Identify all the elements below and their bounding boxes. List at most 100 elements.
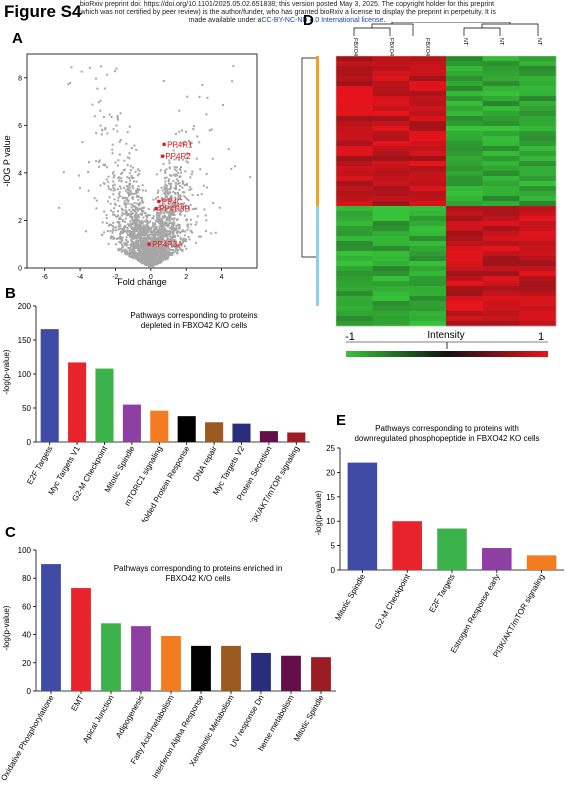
volcano-point: [147, 246, 150, 249]
volcano-point: [175, 209, 178, 212]
volcano-point: [166, 211, 169, 214]
volcano-point: [164, 233, 167, 236]
heatmap-cell: [446, 131, 483, 137]
volcano-point: [138, 251, 141, 254]
volcano-point: [135, 244, 138, 247]
volcano-point: [181, 129, 184, 132]
volcano-point: [181, 180, 184, 183]
heatmap-cell: [482, 56, 520, 62]
volcano-point: [145, 245, 148, 248]
heatmap-cell: [409, 271, 447, 277]
volcano-point: [135, 148, 138, 151]
volcano-point: [155, 226, 158, 229]
volcano-point: [178, 227, 181, 230]
volcano-point: [186, 184, 189, 187]
heatmap-cell: [409, 71, 447, 77]
heatmap-cell: [519, 171, 557, 177]
heatmap-cell: [336, 81, 373, 87]
heatmap-cell: [372, 296, 410, 302]
volcano-point: [136, 209, 139, 212]
x-tick-label: 2: [184, 274, 188, 281]
volcano-point: [185, 130, 188, 133]
volcano-point: [140, 196, 143, 199]
volcano-point: [157, 234, 160, 237]
heatmap-cell: [482, 321, 520, 327]
volcano-point: [146, 214, 149, 217]
volcano-point: [138, 188, 141, 191]
highlight-label: PP4R3B: [159, 205, 190, 214]
bar: [251, 652, 271, 691]
heatmap-cell: [336, 221, 373, 227]
volcano-point: [130, 245, 133, 248]
heatmap-cell: [482, 136, 520, 142]
volcano-point: [132, 257, 135, 260]
volcano-point: [151, 234, 154, 237]
volcano-point: [155, 231, 158, 234]
volcano-point: [146, 255, 149, 258]
volcano-point: [144, 232, 147, 235]
volcano-point: [138, 204, 141, 207]
volcano-point: [161, 198, 164, 201]
volcano-point: [125, 142, 128, 145]
volcano-point: [107, 175, 110, 178]
volcano-point: [175, 231, 178, 234]
volcano-point: [173, 243, 176, 246]
highlight-label: PP4C: [162, 197, 183, 206]
volcano-point: [135, 251, 138, 254]
volcano-point: [186, 157, 189, 160]
volcano-point: [137, 254, 140, 257]
volcano-point: [96, 87, 99, 90]
volcano-point: [132, 237, 135, 240]
volcano-point: [154, 250, 157, 253]
volcano-point: [163, 203, 166, 206]
heatmap-cell: [336, 196, 373, 202]
volcano-point: [227, 148, 230, 151]
volcano-point: [152, 198, 155, 201]
volcano-point: [172, 235, 175, 238]
volcano-point: [116, 115, 119, 118]
volcano-point: [129, 215, 132, 218]
heatmap-cell: [409, 226, 447, 232]
heatmap-cell: [372, 231, 410, 237]
volcano-point: [138, 234, 141, 237]
volcano-point: [133, 201, 136, 204]
volcano-point: [156, 229, 159, 232]
heatmap-cell: [482, 146, 520, 152]
heatmap-cell: [336, 316, 373, 322]
volcano-point: [170, 211, 173, 214]
volcano-point: [189, 204, 192, 207]
volcano-point: [100, 133, 103, 136]
category-label: Oxidative Phosphorylatione: [0, 693, 56, 782]
volcano-point: [139, 238, 142, 241]
heatmap-cell: [482, 176, 520, 182]
volcano-point: [153, 223, 156, 226]
heatmap-cell: [336, 306, 373, 312]
volcano-point: [158, 216, 161, 219]
y-tick-label: 15: [326, 493, 335, 502]
volcano-point: [140, 227, 143, 230]
volcano-point: [192, 128, 195, 131]
volcano-point: [135, 195, 138, 198]
volcano-point: [176, 249, 179, 252]
volcano-point: [175, 166, 178, 169]
heatmap-cell: [446, 161, 483, 167]
volcano-point: [167, 250, 170, 253]
heatmap-cell: [372, 161, 410, 167]
volcano-point: [159, 208, 162, 211]
heatmap-cell: [482, 226, 520, 232]
volcano-point: [128, 184, 131, 187]
volcano-point: [124, 189, 127, 192]
heatmap-cell: [482, 286, 520, 292]
volcano-point: [198, 95, 201, 98]
volcano-point: [112, 221, 115, 224]
volcano-point: [169, 227, 172, 230]
volcano-point: [156, 249, 159, 252]
volcano-point: [129, 220, 132, 223]
heatmap-cell: [446, 301, 483, 307]
volcano-point: [135, 218, 138, 221]
license-link[interactable]: CC-BY-NC-ND 4.0 International license: [261, 17, 384, 24]
heatmap-cell: [372, 121, 410, 127]
volcano-point: [119, 230, 122, 233]
volcano-point: [135, 237, 138, 240]
heatmap-cell: [409, 181, 447, 187]
